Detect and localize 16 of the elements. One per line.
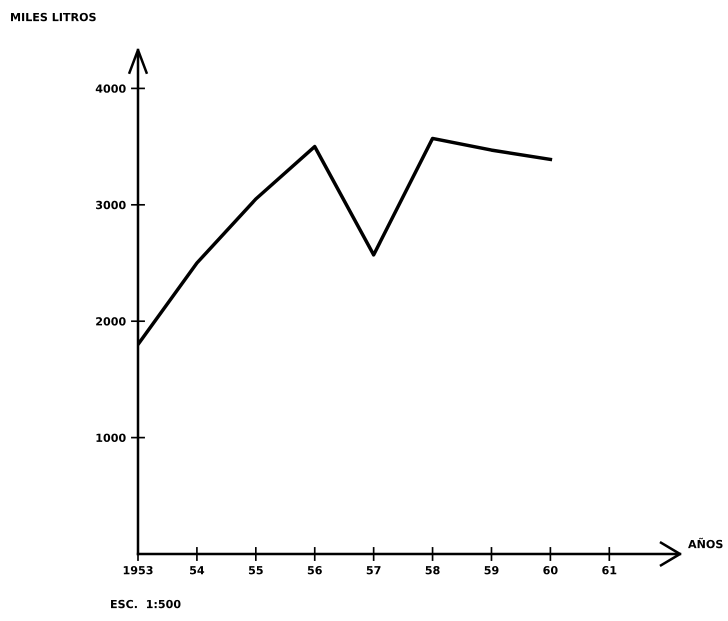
- y-tick-label: 4000: [96, 84, 126, 93]
- text: ESC. 1:500: [111, 600, 181, 608]
- x-tick-label: 1953: [124, 566, 153, 574]
- x-tick-label: 56: [308, 566, 322, 574]
- x-tick-label: 60: [543, 566, 558, 574]
- x-tick-label: 54: [190, 566, 204, 574]
- y-axis-title: MILES LITROS: [11, 12, 96, 22]
- x-tick-label: 55: [248, 566, 263, 574]
- y-tick-label: 3000: [96, 200, 126, 210]
- x-tick-label: 57: [366, 566, 380, 574]
- y-tick-label: 1000: [96, 434, 126, 442]
- x-tick-label: 58: [426, 566, 440, 574]
- y-tick-label: 2000: [96, 317, 126, 326]
- x-axis-title: AÑOS: [688, 538, 723, 548]
- x-tick-label: 59: [484, 566, 498, 574]
- x-tick-label: 61: [602, 566, 616, 574]
